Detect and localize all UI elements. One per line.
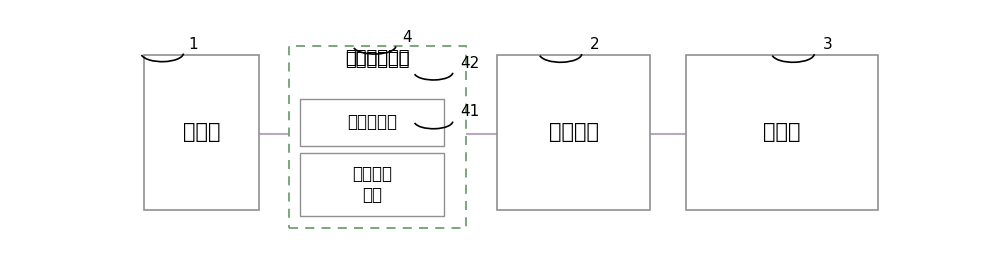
Text: 4: 4	[402, 30, 412, 45]
Text: 42: 42	[460, 56, 479, 71]
Text: 放电电路模块: 放电电路模块	[345, 51, 410, 69]
Text: 41: 41	[460, 105, 479, 120]
Bar	[300, 153, 444, 216]
Text: 母线电容: 母线电容	[549, 122, 599, 142]
Text: 放电电路模块: 放电电路模块	[345, 49, 410, 67]
Text: 放电电阻组: 放电电阻组	[347, 113, 397, 131]
Bar	[300, 99, 444, 145]
Text: 放电控制
电路: 放电控制 电路	[352, 165, 392, 204]
Text: 2: 2	[590, 37, 600, 52]
Text: 逆变器: 逆变器	[763, 122, 801, 142]
Text: 处理器: 处理器	[183, 122, 220, 142]
Bar	[686, 55, 878, 210]
Bar	[144, 55, 259, 210]
Text: 1: 1	[189, 37, 198, 52]
Text: 3: 3	[822, 37, 832, 52]
Bar	[289, 46, 466, 228]
Bar	[497, 55, 650, 210]
